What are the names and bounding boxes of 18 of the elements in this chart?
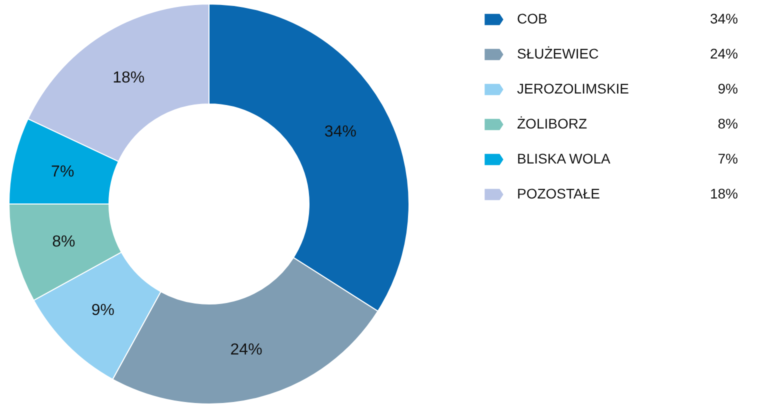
legend-label: ŻOLIBORZ [517,116,588,132]
text: 24% [710,46,738,62]
text: 34% [710,10,738,26]
legend-label: JEROZOLIMSKIE [517,80,630,96]
data-label: 18% [112,69,145,86]
legend-label: POZOSTAŁE [517,186,600,202]
legend-label: BLISKA WOLA [517,150,612,166]
data-label: 9% [91,302,114,320]
text: 18% [710,186,738,202]
data-label: 7% [51,163,74,180]
legend-label: SŁUŻEWIEC [517,46,599,62]
text: 9% [718,80,738,96]
data-label: 8% [52,233,76,250]
data-label: 34% [324,124,356,141]
data-label: 24% [230,341,262,358]
text: 8% [718,116,738,132]
legend-label: COB [517,10,548,26]
text: 7% [718,150,738,166]
